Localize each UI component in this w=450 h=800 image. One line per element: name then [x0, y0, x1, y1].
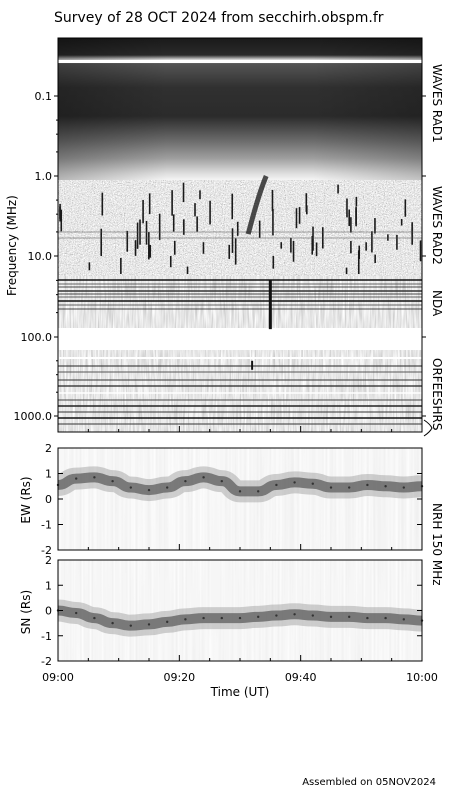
y-tick-label: -1: [41, 519, 52, 532]
ridge-point: [147, 623, 151, 626]
ridge-point: [184, 479, 187, 483]
ridge-point: [147, 488, 151, 492]
sn-background: [58, 560, 422, 661]
ridge-point: [166, 620, 169, 624]
ridge-point: [220, 616, 223, 620]
frequency-axis-label: Frequency (MHz): [5, 195, 19, 296]
time-tick-label: 09:00: [42, 671, 74, 684]
ridge-point: [275, 483, 278, 487]
freq-tick-label: 10.0: [28, 250, 53, 263]
y-tick-label: 0: [45, 605, 52, 618]
nda-lines: [58, 279, 422, 310]
ridge-point: [184, 618, 187, 621]
ridge-point: [311, 482, 314, 485]
freq-tick-label: 1.0: [35, 170, 53, 183]
ew-background: [58, 448, 422, 550]
hrs-bracket: [423, 419, 433, 437]
rad1-white-line: [58, 60, 422, 63]
freq-tick-label: 100.0: [21, 331, 53, 344]
ridge-point: [329, 615, 333, 619]
nda-label: NDA: [430, 290, 444, 317]
rad1-shading: [58, 38, 422, 180]
ridge-point: [402, 486, 405, 489]
orfees-lines: [58, 357, 422, 425]
ridge-point: [111, 479, 114, 483]
rad1-label: WAVES RAD1: [430, 64, 444, 143]
ridge-point: [111, 621, 114, 625]
ridge-point: [329, 486, 333, 489]
freq-tick-label: 1000.0: [14, 410, 53, 423]
ridge-point: [166, 486, 169, 489]
ew-ridge: [56, 466, 424, 503]
y-tick-label: -1: [41, 630, 52, 643]
ridge-point: [202, 616, 205, 620]
ridge-point: [348, 486, 351, 489]
ridge-point: [75, 477, 78, 480]
ridge-point: [366, 483, 369, 487]
ridge-point: [293, 613, 296, 616]
ridge-point: [384, 485, 387, 488]
ridge-point: [129, 486, 132, 489]
event-marks: [245, 175, 272, 370]
ridge-point: [238, 616, 242, 620]
ridge-point: [220, 479, 223, 483]
frequency-ticks: 0.1 1.0 10.0 100.0 1000.0: [14, 90, 426, 423]
ridge-point: [238, 490, 242, 493]
time-axis-label: Time (UT): [210, 685, 270, 699]
sn-ticks: 2 1 0 -1 -2: [41, 554, 422, 668]
sn-axis-label: SN (Rs): [19, 590, 33, 634]
ridge-point: [402, 618, 405, 621]
ridge-point: [93, 616, 96, 620]
event-drifting-burst: [245, 175, 269, 235]
spectrum-panel: [57, 37, 423, 433]
ridge-point: [129, 624, 132, 627]
y-tick-label: 2: [45, 554, 52, 567]
ew-axis-label: EW (Rs): [19, 476, 33, 523]
orfees-hrs-label: ORFEESHRS: [430, 358, 444, 430]
ew-panel: [56, 447, 424, 551]
y-tick-label: -2: [41, 544, 52, 557]
y-tick-label: 1: [45, 579, 52, 592]
ridge-point: [311, 614, 314, 617]
ridge-point: [257, 490, 260, 493]
orfees-band: [58, 350, 422, 432]
nda-band: [58, 276, 422, 328]
ridge-point: [348, 615, 351, 619]
ridge-point: [75, 611, 78, 615]
time-tick-label: 09:20: [163, 671, 195, 684]
sn-ridge: [56, 599, 424, 637]
ridge-point: [384, 616, 387, 620]
y-tick-label: -2: [41, 655, 52, 668]
time-tick-label: 09:40: [285, 671, 317, 684]
ridge-point: [257, 615, 260, 619]
rad2-bursts: [58, 182, 422, 274]
time-ticks: 09:00 09:20 09:40 10:00: [42, 426, 438, 684]
y-tick-label: 0: [45, 493, 52, 506]
sn-panel: [56, 559, 424, 662]
ridge-point: [275, 614, 278, 617]
assembled-note: Assembled on 05NOV2024: [302, 777, 436, 788]
ridge-point: [293, 481, 296, 484]
ew-ticks: 2 1 0 -1 -2: [41, 442, 422, 557]
y-tick-label: 1: [45, 468, 52, 481]
rad2-label: WAVES RAD2: [430, 186, 444, 265]
rad2-band: [58, 180, 422, 276]
ridge-point: [202, 476, 205, 479]
freq-tick-label: 0.1: [35, 90, 53, 103]
ridge-point: [93, 476, 96, 479]
figure-title: Survey of 28 OCT 2024 from secchirh.obsp…: [54, 10, 384, 26]
spectrum-gap: [58, 328, 422, 350]
y-tick-label: 2: [45, 442, 52, 455]
ridge-point: [366, 616, 369, 620]
time-tick-label: 10:00: [406, 671, 438, 684]
nrh-label: NRH 150 MHz: [430, 503, 444, 586]
